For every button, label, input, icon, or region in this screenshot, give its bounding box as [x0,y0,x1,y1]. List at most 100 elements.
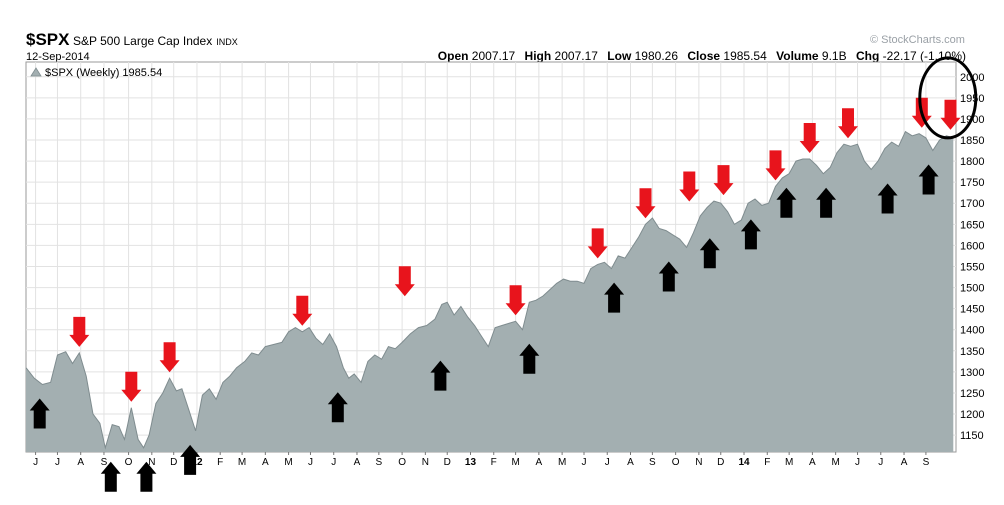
x-tick-label: D [170,457,177,468]
black-up-arrow [100,461,121,492]
black-up-arrow [327,392,348,423]
x-tick-label: A [77,457,84,468]
legend: $SPX (Weekly) 1985.54 [30,67,162,79]
y-tick-label: 1500 [960,283,984,295]
black-up-arrow [699,238,720,269]
x-tick-label: J [878,457,883,468]
red-down-arrow [69,316,90,347]
x-tick-label: A [901,457,908,468]
red-down-arrow [394,266,415,297]
index-full-name: S&P 500 Large Cap Index INDX [73,34,238,48]
x-tick-label: A [809,457,816,468]
x-tick-label: A [536,457,543,468]
x-tick-label: J [855,457,860,468]
red-down-arrow [635,188,656,219]
x-tick-label: J [33,457,38,468]
red-down-arrow [838,108,858,139]
y-tick-label: 1250 [960,388,984,400]
x-tick-label: N [695,457,702,468]
x-tick-label: J [308,457,313,468]
y-tick-label: 1150 [960,430,984,442]
x-tick-label: A [354,457,361,468]
x-tick-label: S [376,457,383,468]
x-tick-label: 12 [191,457,203,468]
black-up-arrow [519,343,540,374]
x-tick-label: 13 [465,457,477,468]
spx-area-line [25,130,954,450]
black-up-arrow [877,183,898,214]
y-tick-label: 1600 [960,240,984,252]
chg-label: Chg [855,49,880,63]
y-tick-label: 1200 [960,409,984,421]
price-stats: Open 2007.17 High 2007.17 Low 1980.26 Cl… [438,49,972,63]
x-tick-label: D [717,457,724,468]
index-name: S&P 500 Large Cap Index [73,34,213,48]
black-up-arrow [180,444,201,475]
low-label: Low [607,49,632,63]
x-tick-label: M [284,457,292,468]
black-up-arrow [918,164,939,195]
high-label: High [524,49,552,63]
x-tick-label: S [923,457,930,468]
stockcharts-watermark: © StockCharts.com [870,34,965,46]
black-up-arrow [430,360,451,391]
x-tick-label: J [582,457,587,468]
y-tick-label: 1450 [960,304,984,316]
red-down-arrow [799,123,820,153]
y-tick-label: 1850 [960,135,984,147]
x-tick-label: S [101,457,108,468]
x-tick-label: A [262,457,269,468]
legend-text: $SPX (Weekly) 1985.54 [45,67,162,79]
black-up-arrow [658,261,679,292]
black-up-arrow [136,461,157,492]
black-up-arrow [29,398,50,429]
y-tick-label: 1350 [960,346,984,358]
y-tick-label: 1950 [960,93,984,105]
x-tick-label: F [764,457,770,468]
x-tick-label: M [238,457,246,468]
y-tick-label: 1400 [960,325,984,337]
x-tick-label: N [422,457,429,468]
x-tick-label: M [785,457,793,468]
x-tick-label: O [125,457,133,468]
x-tick-label: J [55,457,60,468]
red-down-arrow [713,165,734,196]
x-tick-label: S [649,457,656,468]
spx-area-fill [26,131,954,452]
legend-swatch-icon [30,67,42,77]
red-down-arrow [292,295,313,326]
x-tick-label: A [627,457,634,468]
chart-date: 12-Sep-2014 [26,51,90,63]
red-down-arrow [505,285,526,316]
x-tick-label: M [511,457,519,468]
y-tick-label: 1550 [960,261,984,273]
open-value: 2007.17 [471,49,516,63]
y-tick-label: 1300 [960,367,984,379]
close-label: Close [687,49,721,63]
x-tick-label: N [148,457,155,468]
y-tick-label: 1750 [960,177,984,189]
black-up-arrow [740,219,761,250]
high-value: 2007.17 [554,49,598,63]
volume-label: Volume [776,49,819,63]
y-tick-label: 1700 [960,198,984,210]
red-down-arrow [121,371,142,402]
x-tick-label: O [672,457,680,468]
ticker-symbol: $SPX [26,30,70,49]
low-value: 1980.26 [634,49,679,63]
volume-value: 9.1B [821,49,847,63]
red-down-arrow [159,342,180,373]
red-down-arrow [679,171,700,202]
x-tick-label: 14 [738,457,750,468]
close-value: 1985.54 [723,49,767,63]
red-down-arrow [765,150,786,181]
highlight-circle [918,56,978,140]
x-tick-label: D [444,457,451,468]
x-tick-label: J [331,457,336,468]
y-tick-label: 1800 [960,156,984,168]
x-tick-label: J [605,457,610,468]
exchange-code: INDX [216,37,238,47]
x-tick-label: O [398,457,406,468]
y-tick-label: 1650 [960,219,984,231]
